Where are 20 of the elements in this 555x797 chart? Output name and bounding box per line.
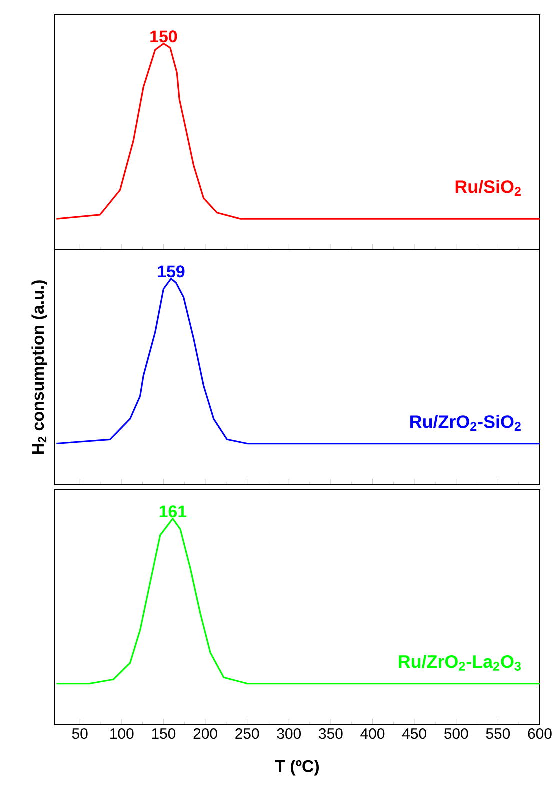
x-tick-label: 300 — [277, 728, 302, 740]
x-tick-label: 550 — [486, 728, 510, 740]
x-tick-label: 450 — [402, 728, 426, 740]
series-label: Ru/SiO$_{2}$ — [456, 180, 521, 196]
x-tick-label: 200 — [194, 728, 218, 740]
x-tick-label: 100 — [110, 728, 134, 740]
annotation: 159 — [158, 266, 185, 278]
x-tick-label: 50 — [72, 728, 88, 740]
x-tick-label: 150 — [152, 728, 176, 740]
series-label: Ru/ZrO$_{2}$-La$_{2}$O$_{3}$ — [399, 654, 521, 671]
x-tick-label: 500 — [444, 728, 468, 740]
annotation: 150 — [150, 30, 178, 43]
x-tick-label: 250 — [236, 728, 260, 740]
series-label: Ru/ZrO$_{2}$-SiO$_{2}$ — [410, 415, 521, 431]
x-tick-label: 600 — [528, 728, 552, 740]
x-axis-title: T (ºC) — [275, 760, 320, 776]
x-tick-label: 400 — [360, 728, 385, 740]
annotation: 161 — [160, 506, 187, 518]
y-axis-title: H$_{2}$ consumption (a.u.) — [32, 280, 48, 454]
x-tick-label: 350 — [319, 728, 343, 740]
